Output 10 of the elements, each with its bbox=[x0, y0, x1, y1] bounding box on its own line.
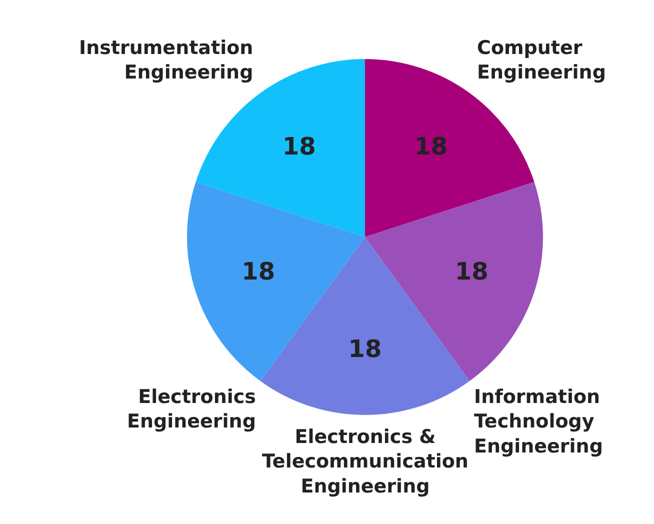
slice-label: Computer Engineering bbox=[477, 37, 606, 84]
data-label: 18 bbox=[242, 258, 276, 286]
slice-label: Electronics & Telecommunication Engineering bbox=[262, 426, 468, 498]
data-label: 18 bbox=[454, 258, 488, 286]
data-label: 18 bbox=[414, 132, 448, 160]
data-label: 18 bbox=[348, 335, 382, 364]
slice-label: Instrumentation Engineering bbox=[79, 37, 254, 84]
data-label: 18 bbox=[282, 132, 316, 160]
slice-label: Information Technology Engineering bbox=[474, 386, 603, 458]
slice-label: Electronics Engineering bbox=[127, 386, 256, 433]
